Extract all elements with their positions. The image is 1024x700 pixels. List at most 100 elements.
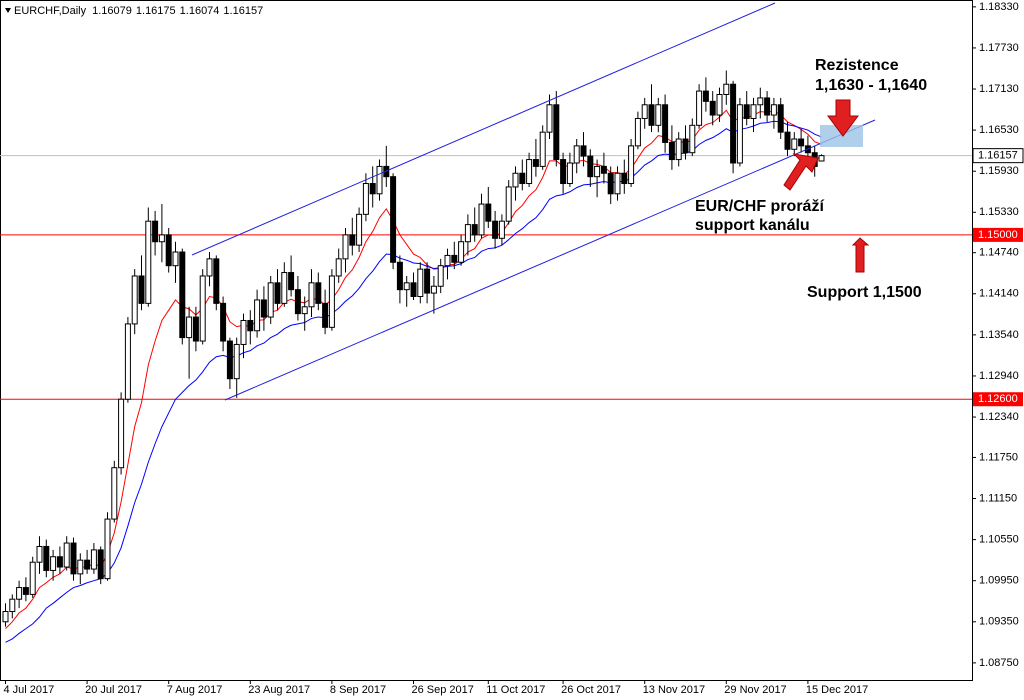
candle-body	[199, 275, 206, 342]
header: EURCHF,Daily 1.16079 1.16175 1.16074 1.16157	[14, 5, 263, 17]
candle-body	[342, 234, 349, 260]
candle-body	[587, 155, 594, 178]
y-tick-label: 1.17730	[979, 42, 1019, 54]
candle-body	[179, 251, 186, 339]
candle-body	[335, 258, 342, 277]
low: 1.16074	[180, 5, 220, 17]
x-tick-label: 26 Sep 2017	[412, 684, 474, 696]
candle-body	[750, 104, 757, 119]
candle-body	[682, 138, 689, 154]
x-tick-label: 15 Dec 2017	[806, 684, 868, 696]
annotation: support kanálu	[695, 217, 810, 234]
candle-body	[84, 559, 91, 570]
x-tick-label: 29 Nov 2017	[724, 684, 786, 696]
candle-body	[648, 104, 655, 126]
y-tick-label: 1.18330	[979, 1, 1019, 13]
x-tick-label: 23 Aug 2017	[248, 684, 310, 696]
candle-body	[145, 220, 152, 304]
marks	[0, 70, 972, 643]
candle-body	[226, 340, 233, 380]
arrow-break	[783, 153, 819, 191]
candle-body	[220, 302, 227, 342]
price-tag-label: 1.15000	[978, 229, 1018, 241]
candle-body	[736, 104, 743, 164]
candle-body	[118, 398, 125, 469]
candle-body	[172, 251, 179, 267]
candle-body	[655, 104, 662, 126]
candle-body	[247, 319, 254, 332]
candle-body	[29, 561, 36, 595]
y-tick-label: 1.09350	[979, 616, 1019, 628]
price-tag	[973, 227, 1023, 242]
candle-body	[696, 90, 703, 126]
y-tick-label: 1.08750	[979, 657, 1019, 669]
candle-body	[451, 254, 458, 263]
x-tick-label: 26 Oct 2017	[561, 684, 621, 696]
price-tag-label: 1.12600	[978, 393, 1018, 405]
candle-body	[668, 141, 675, 161]
x-tick-label: 20 Jul 2017	[85, 684, 142, 696]
candle-body	[798, 138, 805, 147]
x-tick-label: 13 Nov 2017	[643, 684, 705, 696]
candle-body	[294, 289, 301, 315]
candle-body	[322, 302, 329, 328]
candle-body	[702, 90, 709, 102]
current-price-label: 1.16157	[978, 150, 1018, 162]
candle-body	[240, 319, 247, 345]
x-tick-label: 8 Sep 2017	[330, 684, 386, 696]
candle-body	[349, 234, 356, 246]
close: 1.16157	[223, 5, 263, 17]
candle-body	[730, 83, 737, 164]
y-tick-label: 1.09950	[979, 575, 1019, 587]
candle-body	[260, 299, 267, 318]
candle-body	[594, 165, 601, 178]
resistance-zone	[820, 125, 863, 147]
candle-body	[641, 104, 648, 119]
candle-body	[614, 172, 621, 195]
candle-body	[233, 343, 240, 380]
symbol: EURCHF,Daily	[14, 5, 87, 17]
candle-body	[757, 97, 764, 106]
candle-body	[621, 172, 628, 185]
annotation: Rezistence	[815, 57, 899, 74]
candle-body	[485, 203, 492, 222]
candle-body	[158, 234, 165, 243]
candle-body	[192, 316, 199, 342]
candle-body	[784, 131, 791, 150]
candle-body	[526, 159, 533, 185]
candle-body	[675, 138, 682, 161]
channel-lower	[224, 119, 876, 401]
candle-body	[539, 131, 546, 167]
candle-body	[764, 97, 771, 116]
candle-body	[689, 124, 696, 154]
candle-body	[410, 282, 417, 298]
candle-body	[498, 220, 505, 239]
y-tick-label: 1.13540	[979, 329, 1019, 341]
candle-body	[36, 545, 43, 563]
candle-body	[56, 556, 63, 568]
candle-body	[709, 100, 716, 116]
candle-body	[356, 213, 363, 246]
y-tick-label: 1.14740	[979, 247, 1019, 259]
candle-body	[628, 145, 635, 185]
candle-body	[600, 165, 607, 174]
y-tick-label: 1.15930	[979, 165, 1019, 177]
candle-body	[2, 611, 9, 623]
price-tag	[973, 392, 1023, 407]
candle-body	[104, 518, 111, 580]
candle-body	[138, 275, 145, 304]
candle-body	[492, 220, 499, 239]
candle-body	[662, 104, 669, 143]
candle-body	[580, 145, 587, 157]
y-tick-label: 1.12940	[979, 370, 1019, 382]
candle-body	[97, 549, 104, 580]
candle-body	[458, 241, 465, 263]
candle-body	[9, 598, 16, 613]
candle-body	[818, 155, 825, 162]
x-tick-label: 11 Oct 2017	[486, 684, 545, 696]
candle-body	[791, 138, 798, 150]
candle-body	[111, 467, 118, 520]
candle-body	[315, 282, 322, 304]
candle-body	[505, 186, 512, 222]
